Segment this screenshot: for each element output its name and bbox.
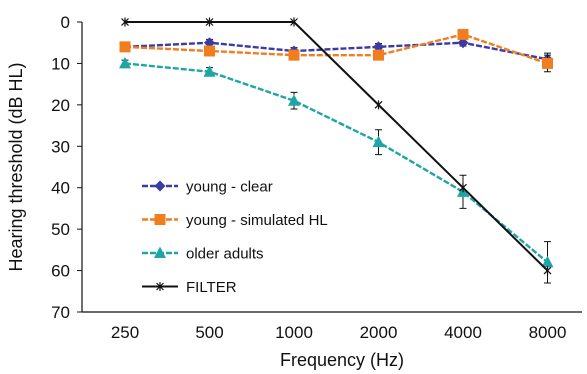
y-tick-labels: 0 10 20 30 40 50 60 70 xyxy=(51,13,70,322)
legend-item: older adults xyxy=(142,246,264,263)
data-point xyxy=(205,17,214,27)
x-tick-labels: 250 500 1000 2000 4000 8000 xyxy=(111,323,567,342)
data-point xyxy=(119,56,131,69)
series-layer xyxy=(119,17,554,284)
series-filter xyxy=(121,17,552,276)
legend-label: young - simulated HL xyxy=(186,212,328,229)
data-point xyxy=(204,45,215,57)
legend-marker xyxy=(154,180,166,192)
legend-item: FILTER xyxy=(142,279,237,296)
legend-label: older adults xyxy=(186,246,264,263)
data-point xyxy=(288,94,300,106)
x-tick-label: 4000 xyxy=(444,323,482,342)
data-point xyxy=(374,100,383,110)
y-tick-label: 70 xyxy=(51,303,70,322)
x-tick-label: 500 xyxy=(195,323,223,342)
data-point xyxy=(203,65,216,77)
x-tick-label: 250 xyxy=(111,323,139,342)
legend-marker xyxy=(156,282,164,291)
data-point xyxy=(542,57,553,69)
data-point xyxy=(543,266,552,276)
series-line xyxy=(124,33,548,65)
data-point xyxy=(457,28,469,40)
series-young-clear xyxy=(119,37,553,66)
legend-label: young - clear xyxy=(186,179,273,196)
y-tick-label: 20 xyxy=(51,96,70,115)
series-line xyxy=(125,21,549,272)
data-point xyxy=(372,135,385,148)
data-point xyxy=(290,17,298,27)
y-tick-label: 0 xyxy=(61,13,70,32)
axes xyxy=(77,21,582,313)
y-tick-label: 10 xyxy=(51,54,70,73)
data-point xyxy=(121,17,129,27)
legend-item: young - simulated HL xyxy=(142,212,328,229)
y-tick-label: 60 xyxy=(51,262,70,281)
y-axis-title: Hearing threshold (dB HL) xyxy=(6,62,26,271)
data-point xyxy=(373,41,384,53)
y-tick-label: 50 xyxy=(51,220,70,239)
data-point xyxy=(457,37,469,49)
x-tick-label: 8000 xyxy=(529,323,567,342)
series-young-simulated-hl xyxy=(119,28,553,73)
data-point xyxy=(459,183,467,193)
x-tick-label: 2000 xyxy=(360,323,398,342)
data-point xyxy=(119,41,131,53)
legend-label: FILTER xyxy=(186,279,237,296)
x-axis-title: Frequency (Hz) xyxy=(280,350,404,370)
legend-marker xyxy=(154,214,166,225)
series-older-adults xyxy=(119,56,554,284)
legend-marker xyxy=(154,246,166,258)
series-line xyxy=(124,41,548,61)
legend-item: young - clear xyxy=(142,179,273,196)
data-point xyxy=(541,255,554,268)
series-line xyxy=(124,62,549,264)
data-point xyxy=(373,49,384,61)
x-tick-label: 1000 xyxy=(275,323,313,342)
y-tick-label: 40 xyxy=(51,179,70,198)
legend: young - clear young - simulated HL older a… xyxy=(142,179,328,296)
data-point xyxy=(204,37,215,49)
data-point xyxy=(288,49,300,61)
y-tick-label: 30 xyxy=(51,137,70,156)
